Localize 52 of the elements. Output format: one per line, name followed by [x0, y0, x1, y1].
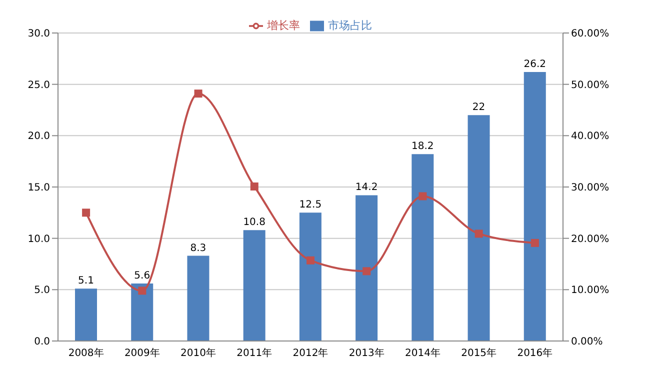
bar: [243, 230, 266, 341]
data-label: 10.8: [243, 217, 266, 228]
x-tick-label: 2016年: [517, 347, 553, 360]
y-tick-label: 30.0: [28, 28, 50, 40]
y-tick-label: 20.0: [28, 131, 50, 142]
data-label: 12.5: [299, 200, 322, 211]
data-label: 22: [472, 102, 486, 114]
legend-label: 增长率: [267, 19, 300, 32]
x-tick-label: 2013年: [348, 347, 384, 360]
data-label: 26.2: [524, 59, 546, 70]
bar: [187, 256, 210, 341]
y2-tick-label: 10.00%: [571, 285, 610, 296]
y-tick-label: 5.0: [34, 285, 50, 296]
point: [474, 230, 483, 238]
bar: [131, 284, 154, 341]
point: [306, 256, 314, 264]
point: [250, 182, 258, 190]
x-tick-label: 2014年: [404, 347, 440, 360]
point: [138, 286, 146, 295]
x-tick-label: 2011年: [236, 347, 272, 360]
y2-tick-label: 20.00%: [571, 234, 610, 245]
x-tick-label: 2009年: [124, 347, 160, 360]
bar: [75, 288, 97, 341]
point: [82, 208, 90, 217]
point: [530, 238, 539, 247]
y2-tick-label: 40.00%: [571, 131, 610, 142]
bar: [524, 72, 546, 341]
x-tick-label: 2015年: [461, 347, 497, 360]
bar: [356, 195, 378, 341]
x-tick-label: 2008年: [68, 347, 104, 360]
x-tick-label: 2010年: [180, 347, 216, 360]
y-tick-label: 25.0: [28, 80, 50, 91]
bar: [468, 115, 490, 341]
y-tick-label: 15.0: [28, 182, 50, 194]
bar: [412, 154, 434, 341]
data-label: 14.2: [355, 182, 378, 194]
data-label: 5.1: [78, 276, 94, 287]
bar: [299, 212, 322, 341]
x-tick-label: 2012年: [292, 347, 328, 360]
point: [362, 267, 371, 276]
data-label: 8.3: [190, 242, 206, 254]
data-label: 5.6: [134, 270, 150, 282]
y2-tick-label: 50.00%: [571, 80, 610, 91]
legend-label: 市场占比: [328, 19, 372, 32]
data-label: 18.2: [412, 141, 434, 152]
y2-tick-label: 0.00%: [571, 336, 603, 348]
point: [418, 192, 427, 200]
point: [194, 90, 202, 98]
y2-tick-label: 60.00%: [571, 28, 610, 40]
y-tick-label: 10.0: [28, 234, 50, 245]
y-tick-label: 0.0: [34, 336, 50, 348]
y2-tick-label: 30.00%: [571, 182, 610, 194]
